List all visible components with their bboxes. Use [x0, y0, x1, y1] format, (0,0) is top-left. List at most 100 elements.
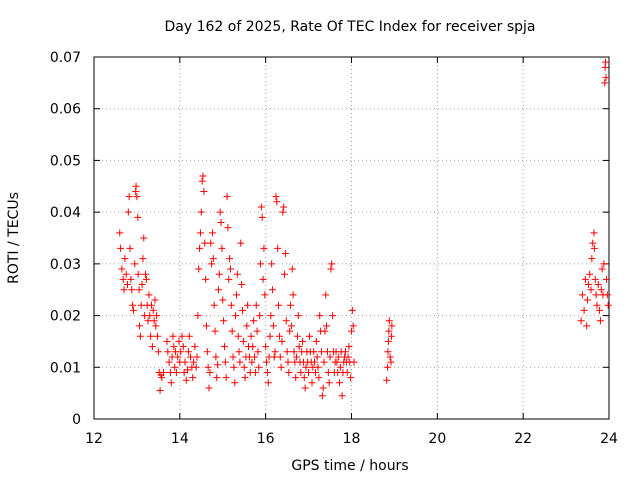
data-point [117, 244, 125, 252]
data-point [136, 332, 144, 340]
data-point [580, 306, 588, 314]
data-point [189, 374, 197, 382]
data-point [335, 353, 343, 361]
data-point [275, 301, 283, 309]
data-point [251, 353, 259, 361]
y-tick-label: 0 [72, 412, 81, 428]
data-point [322, 291, 330, 299]
data-point [311, 368, 319, 376]
data-point [257, 203, 265, 211]
data-point [270, 353, 278, 361]
data-point [253, 327, 261, 335]
data-point [224, 224, 232, 232]
data-point [602, 74, 610, 82]
data-point [212, 353, 220, 361]
data-point [272, 193, 280, 201]
data-point [319, 384, 327, 392]
y-tick-label: 0.06 [50, 102, 81, 118]
data-point [164, 348, 172, 356]
data-point [151, 296, 159, 304]
data-point [598, 265, 606, 273]
data-point [134, 270, 142, 278]
data-point [146, 312, 154, 320]
data-points [116, 58, 612, 400]
data-point [276, 353, 284, 361]
data-point [284, 358, 292, 366]
data-point [310, 348, 318, 356]
data-point [312, 337, 320, 345]
data-point [191, 343, 199, 351]
data-point [590, 244, 598, 252]
data-point [217, 218, 225, 226]
data-point [297, 368, 305, 376]
data-point [128, 286, 136, 294]
data-point [279, 208, 287, 216]
data-point [238, 281, 246, 289]
data-point [336, 363, 344, 371]
data-point [591, 275, 599, 283]
data-point [154, 332, 162, 340]
x-tick-label: 14 [171, 431, 189, 447]
data-point [214, 361, 222, 369]
data-point [123, 281, 131, 289]
data-point [208, 260, 216, 268]
data-point [255, 363, 263, 371]
data-point [240, 363, 248, 371]
data-point [207, 239, 215, 247]
data-point [601, 79, 609, 87]
data-point [213, 374, 221, 382]
data-point [287, 322, 295, 330]
data-point [305, 368, 313, 376]
data-point [177, 348, 185, 356]
data-point [288, 265, 296, 273]
data-point [256, 312, 264, 320]
data-point [589, 239, 597, 247]
y-tick-label: 0.07 [50, 50, 81, 66]
data-point [281, 270, 289, 278]
data-point [116, 229, 124, 237]
data-point [221, 358, 229, 366]
data-point [185, 332, 193, 340]
data-point [269, 322, 277, 330]
data-point [258, 213, 266, 221]
data-point [184, 348, 192, 356]
data-point [341, 348, 349, 356]
y-tick-label: 0.02 [50, 309, 81, 325]
data-point [385, 317, 393, 325]
data-point [211, 327, 219, 335]
data-point [118, 265, 126, 273]
data-point [586, 270, 594, 278]
data-point [238, 306, 246, 314]
data-point [388, 322, 396, 330]
data-point [311, 358, 319, 366]
data-point [333, 358, 341, 366]
data-point [125, 193, 133, 201]
x-tick-label: 20 [428, 431, 446, 447]
data-point [167, 379, 175, 387]
data-point [132, 182, 140, 190]
data-point [120, 286, 128, 294]
data-point [302, 363, 310, 371]
data-point [592, 291, 600, 299]
data-point [152, 322, 160, 330]
data-point [237, 239, 245, 247]
data-point [153, 312, 161, 320]
data-point [316, 312, 324, 320]
data-point [293, 353, 301, 361]
data-point [201, 239, 209, 247]
chart-title: Day 162 of 2025, Rate Of TEC Index for r… [164, 19, 535, 35]
data-point [338, 392, 346, 400]
y-tick-label: 0.04 [50, 205, 81, 221]
data-point [603, 291, 611, 299]
data-point [587, 286, 595, 294]
data-point [202, 322, 210, 330]
data-point [150, 317, 158, 325]
data-point [315, 374, 323, 382]
data-point [226, 265, 234, 273]
data-point [166, 368, 174, 376]
data-point [225, 275, 233, 283]
data-point [214, 286, 222, 294]
x-tick-label: 24 [600, 431, 618, 447]
x-tick-label: 12 [85, 431, 103, 447]
